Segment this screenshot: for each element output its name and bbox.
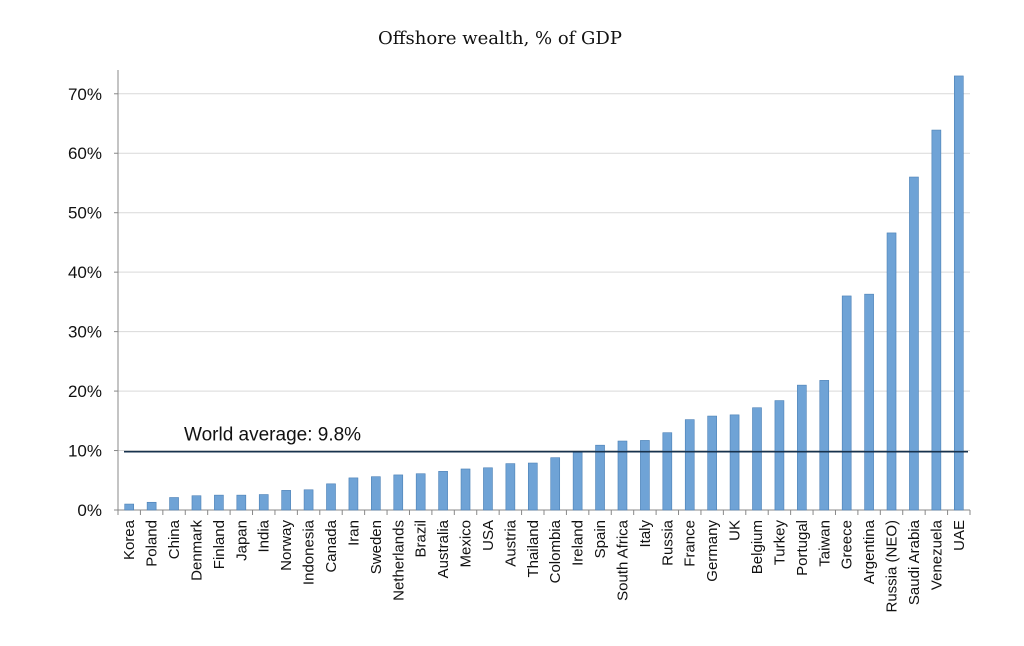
x-tick-label: Canada bbox=[323, 519, 340, 572]
x-tick-label: Russia (NEO) bbox=[884, 520, 901, 613]
bar bbox=[393, 474, 404, 511]
bar bbox=[595, 444, 605, 511]
x-tick-label: UAE bbox=[951, 520, 968, 551]
x-tick-label: Korea bbox=[121, 519, 138, 560]
x-tick-label: Italy bbox=[637, 520, 654, 548]
bar bbox=[684, 419, 695, 511]
x-tick-label: Iran bbox=[345, 520, 362, 546]
y-tick-label: 60% bbox=[68, 144, 102, 163]
y-tick-label: 30% bbox=[68, 323, 102, 342]
bar bbox=[550, 457, 561, 511]
x-tick-label: Indonesia bbox=[301, 519, 318, 585]
x-tick-label: Taiwan bbox=[816, 520, 833, 567]
bar bbox=[438, 471, 448, 511]
world-average-label: World average: 9.8% bbox=[184, 425, 361, 446]
bar bbox=[864, 293, 874, 511]
bar bbox=[214, 494, 224, 511]
x-tick-label: Ireland bbox=[570, 520, 587, 566]
x-tick-label: Argentina bbox=[861, 519, 878, 584]
bar bbox=[460, 468, 471, 511]
x-tick-label: Germany bbox=[704, 520, 721, 582]
x-tick-label: Portugal bbox=[794, 520, 811, 576]
x-tick-label: Australia bbox=[435, 519, 452, 578]
y-axis-ticks: 0% 10% 20% 30% 40% 50% 60% 70% bbox=[68, 85, 118, 520]
x-axis-ticks: Korea Poland China Denmark Finland Japan India… bbox=[117, 510, 971, 613]
bar bbox=[191, 495, 202, 511]
bar bbox=[752, 407, 762, 511]
x-tick-label: France bbox=[682, 520, 699, 567]
bar bbox=[617, 440, 628, 511]
x-tick-label: Brazil bbox=[413, 520, 430, 558]
bar bbox=[572, 452, 583, 511]
x-tick-label: China bbox=[166, 519, 183, 559]
bar bbox=[797, 384, 807, 511]
bar bbox=[169, 497, 179, 511]
x-tick-label: Mexico bbox=[458, 520, 475, 568]
bar bbox=[326, 483, 336, 511]
x-tick-label: Austria bbox=[502, 519, 519, 566]
x-tick-label: Norway bbox=[278, 520, 295, 571]
y-tick-label: 40% bbox=[68, 263, 102, 282]
x-tick-label: USA bbox=[480, 520, 497, 551]
x-tick-label: Venezuela bbox=[928, 519, 945, 590]
bar bbox=[371, 476, 381, 511]
bar bbox=[774, 400, 785, 511]
bar bbox=[236, 494, 247, 511]
y-tick-label: 70% bbox=[68, 85, 102, 104]
x-tick-label: Finland bbox=[211, 520, 228, 569]
bar bbox=[953, 75, 964, 511]
bar bbox=[415, 473, 426, 511]
bar bbox=[146, 501, 157, 511]
bar bbox=[505, 463, 516, 511]
bar bbox=[124, 503, 135, 511]
y-tick-label: 20% bbox=[68, 382, 102, 401]
x-tick-label: UK bbox=[727, 520, 744, 541]
x-tick-label: Poland bbox=[144, 520, 161, 567]
y-tick-label: 10% bbox=[68, 442, 102, 461]
bar bbox=[819, 380, 830, 511]
x-tick-label: India bbox=[256, 519, 273, 552]
bar bbox=[483, 467, 493, 511]
x-tick-label: Thailand bbox=[525, 520, 542, 578]
x-tick-label: Netherlands bbox=[390, 520, 407, 601]
bar bbox=[303, 489, 314, 511]
bar bbox=[841, 295, 852, 511]
chart-title: Offshore wealth, % of GDP bbox=[378, 28, 622, 49]
y-tick-label: 50% bbox=[68, 204, 102, 223]
bar bbox=[348, 477, 359, 511]
x-tick-label: Spain bbox=[592, 520, 609, 558]
bar bbox=[909, 176, 919, 511]
bar bbox=[729, 414, 740, 511]
bars bbox=[124, 75, 964, 511]
x-tick-label: Belgium bbox=[749, 520, 766, 574]
x-tick-label: Turkey bbox=[771, 520, 788, 566]
bar bbox=[527, 462, 538, 511]
x-tick-label: Japan bbox=[233, 520, 250, 561]
bar bbox=[886, 232, 897, 511]
x-tick-label: South Africa bbox=[614, 519, 631, 601]
world-average-line-group: World average: 9.8% bbox=[124, 425, 968, 453]
x-tick-label: Greece bbox=[839, 520, 856, 569]
bar bbox=[707, 415, 717, 511]
bar bbox=[662, 432, 673, 511]
x-tick-label: Saudi Arabia bbox=[906, 519, 923, 605]
bar bbox=[281, 490, 291, 511]
x-tick-label: Denmark bbox=[188, 520, 205, 581]
bar bbox=[258, 494, 269, 511]
y-tick-label: 0% bbox=[77, 501, 102, 520]
x-tick-label: Sweden bbox=[368, 520, 385, 574]
x-tick-label: Russia bbox=[659, 519, 676, 566]
bar bbox=[640, 440, 650, 511]
x-tick-label: Colombia bbox=[547, 519, 564, 583]
bar bbox=[931, 129, 942, 511]
